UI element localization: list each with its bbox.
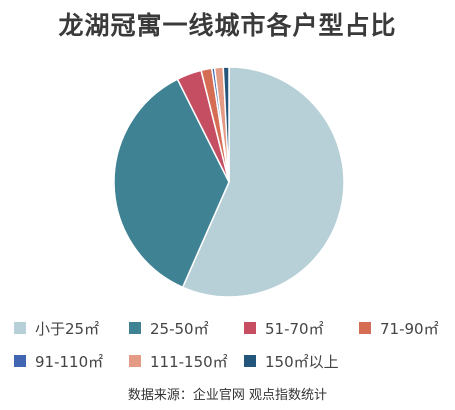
- legend-swatch: [244, 355, 256, 367]
- pie-slice-2: [113, 78, 230, 289]
- chart-title: 龙湖冠寓一线城市各户型占比: [58, 11, 397, 40]
- legend-item-111-150: 111-150㎡: [129, 351, 228, 371]
- legend-item-25-50: 25-50㎡: [129, 318, 209, 338]
- legend-label: 小于25㎡: [35, 319, 100, 338]
- source-note: 数据来源：企业官网 观点指数统计: [127, 388, 328, 403]
- legend-swatch: [129, 322, 141, 334]
- legend-label: 150㎡以上: [265, 352, 339, 371]
- pie-slices: [113, 66, 345, 298]
- legend-item-71-90: 71-90㎡: [359, 318, 439, 338]
- legend-item-lt25: 小于25㎡: [14, 318, 99, 338]
- legend-swatch: [14, 322, 26, 334]
- legend-swatch: [244, 322, 256, 334]
- legend-swatch: [359, 322, 371, 334]
- legend-item-gt150: 150㎡以上: [244, 351, 339, 371]
- legend-item-91-110: 91-110㎡: [14, 351, 103, 371]
- legend-item-51-70: 51-70㎡: [244, 318, 324, 338]
- legend-label: 25-50㎡: [150, 319, 209, 338]
- legend-label: 91-110㎡: [35, 352, 104, 371]
- legend: 小于25㎡ 25-50㎡ 51-70㎡ 71-90㎡ 91-110㎡ 111-1…: [0, 318, 455, 376]
- pie-slice-1: [181, 66, 345, 298]
- legend-label: 71-90㎡: [380, 319, 439, 338]
- pie-slice-7: [222, 66, 230, 183]
- legend-label: 111-150㎡: [150, 352, 228, 371]
- legend-label: 51-70㎡: [265, 319, 324, 338]
- legend-swatch: [129, 355, 141, 367]
- legend-swatch: [14, 355, 26, 367]
- pie-chart: [113, 66, 345, 298]
